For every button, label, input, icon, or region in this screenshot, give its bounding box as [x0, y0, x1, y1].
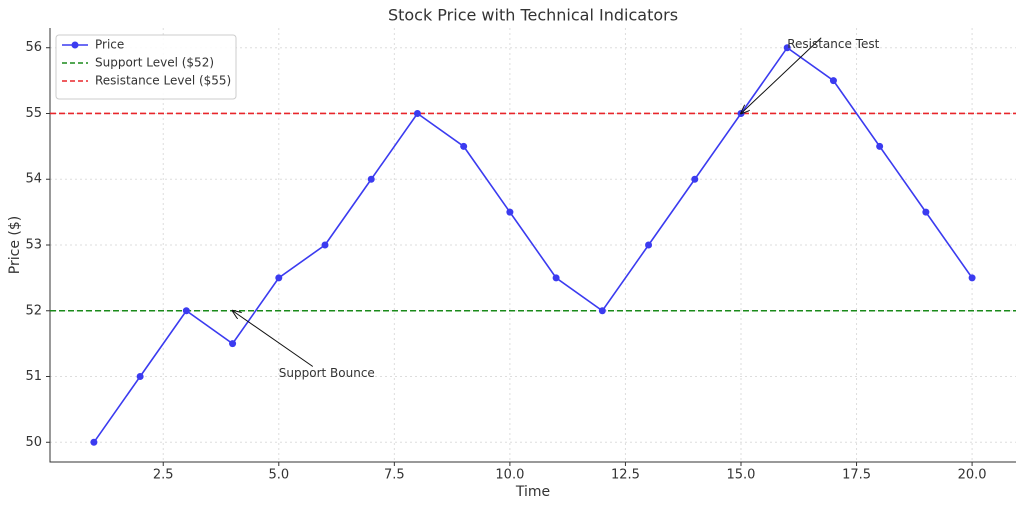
point — [275, 274, 283, 282]
x-tick-label: 20.0 — [958, 468, 987, 483]
point — [968, 274, 976, 282]
annotation: Resistance Test — [787, 37, 879, 51]
x-tick-label: 17.5 — [842, 468, 871, 483]
legend-label: Resistance Level ($55) — [95, 74, 231, 88]
annotation-arrow — [233, 311, 314, 367]
y-tick-label: 53 — [25, 238, 42, 253]
legend-label: Price — [95, 38, 124, 52]
legend — [55, 34, 237, 100]
point — [229, 340, 237, 348]
x-axis-label: Time — [515, 484, 550, 500]
y-tick-label: 56 — [25, 40, 42, 55]
point — [552, 274, 560, 282]
annotation-arrow — [741, 37, 822, 114]
x-tick-label: 5.0 — [268, 468, 289, 483]
point — [413, 109, 421, 117]
y-tick-label: 55 — [25, 106, 42, 121]
chart-title: Stock Price with Technical Indicators — [388, 6, 678, 25]
x-tick-label: 10.0 — [495, 468, 524, 483]
x-tick-label: 12.5 — [611, 468, 640, 483]
point — [922, 208, 930, 216]
line — [93, 46, 973, 443]
point — [367, 175, 375, 183]
point — [829, 77, 837, 85]
point — [506, 208, 514, 216]
point — [598, 307, 606, 315]
point — [182, 307, 190, 315]
axes — [49, 28, 1016, 463]
x-tick-label: 15.0 — [727, 468, 756, 483]
y-tick-label: 54 — [25, 172, 42, 187]
point — [876, 142, 884, 150]
x-tick-label: 2.5 — [153, 468, 174, 483]
point — [783, 44, 791, 52]
x-tick-label: 7.5 — [384, 468, 405, 483]
point — [136, 373, 144, 381]
legend-label: Support Level ($52) — [95, 56, 214, 70]
annotation: Support Bounce — [279, 366, 375, 380]
legend-marker — [71, 41, 79, 49]
y-tick-label: 50 — [25, 435, 42, 450]
y-axis-label: Price ($) — [7, 216, 23, 274]
point — [691, 175, 699, 183]
y-tick-label: 51 — [25, 369, 42, 384]
point — [321, 241, 329, 249]
point — [645, 241, 653, 249]
point — [460, 142, 468, 150]
y-tick-label: 52 — [25, 303, 42, 318]
point — [90, 438, 98, 446]
